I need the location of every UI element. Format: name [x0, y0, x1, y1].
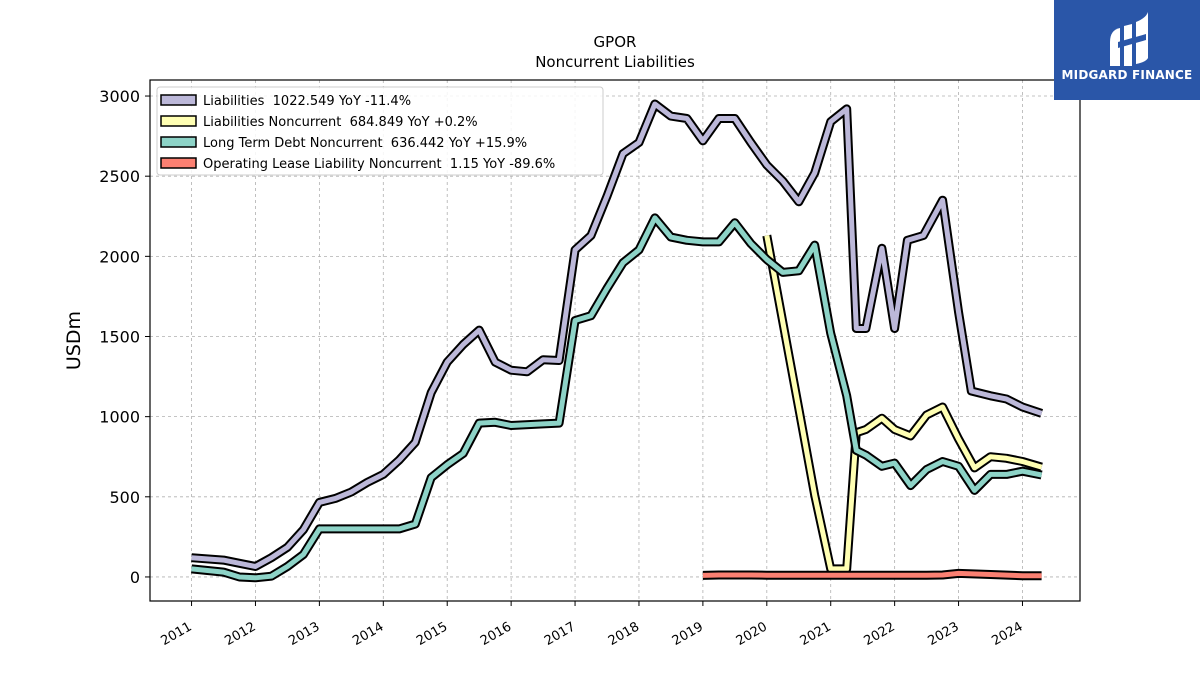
legend-swatch	[160, 136, 197, 148]
y-tick-label: 1000	[99, 408, 140, 427]
series-line	[191, 101, 1043, 569]
x-tick-label: 2012	[222, 619, 258, 649]
legend-label: Long Term Debt Noncurrent 636.442 YoY +1…	[203, 136, 527, 151]
plot-frame	[149, 79, 1081, 602]
legend-swatch	[160, 115, 197, 127]
x-tick-label: 2024	[989, 619, 1025, 649]
series-layer	[191, 99, 1044, 583]
y-tick-label: 2000	[99, 247, 140, 266]
series-line	[702, 570, 1042, 579]
series-1	[762, 234, 1043, 574]
chart-title: GPOR	[594, 33, 637, 51]
x-tick-label: 2020	[734, 619, 770, 649]
chart-subtitle: Noncurrent Liabilities	[535, 53, 695, 71]
series-3	[702, 568, 1042, 581]
logo-mark-icon	[1110, 12, 1148, 66]
legend-box	[156, 86, 604, 176]
legend-swatch	[160, 94, 197, 106]
y-axis-label: USDm	[63, 311, 85, 370]
series-2	[191, 213, 1043, 583]
x-tick-label: 2015	[414, 619, 450, 649]
x-tick-label: 2017	[542, 619, 578, 649]
legend: Liabilities 1022.549 YoY -11.4% Liabiliti…	[156, 86, 604, 176]
y-tick-label: 0	[130, 568, 140, 587]
legend-label: Operating Lease Liability Noncurrent 1.1…	[203, 157, 555, 172]
x-tick-label: 2016	[478, 619, 514, 649]
x-tick-label: 2014	[350, 619, 386, 649]
y-tick-label: 500	[109, 488, 140, 507]
x-tick-label: 2011	[158, 619, 194, 649]
y-tick-label: 1500	[99, 327, 140, 346]
y-tick-label: 2500	[99, 167, 140, 186]
y-tick-label: 3000	[99, 87, 140, 106]
x-tick-label: 2021	[798, 619, 834, 649]
x-tick-label: 2018	[606, 619, 642, 649]
x-tick-label: 2019	[670, 619, 706, 649]
y-axis: 0 500 1000 1500 2000 2500 3000	[99, 87, 150, 587]
x-axis: 2011 2012 2013 2014 2015 2016 2017 2018 2019 2020…	[158, 601, 1026, 649]
x-tick-label: 2022	[862, 619, 898, 649]
series-0	[191, 99, 1044, 571]
brand-logo: MIDGARD FINANCE	[1054, 0, 1200, 100]
legend-label: Liabilities 1022.549 YoY -11.4%	[203, 94, 411, 109]
x-tick-label: 2013	[286, 619, 322, 649]
logo-text: MIDGARD FINANCE	[1061, 68, 1193, 82]
series-line	[191, 215, 1043, 581]
legend-swatch	[160, 157, 197, 169]
x-tick-label: 2023	[925, 619, 961, 649]
series-line	[764, 235, 1043, 572]
legend-label: Liabilities Noncurrent 684.849 YoY +0.2%	[203, 115, 478, 130]
